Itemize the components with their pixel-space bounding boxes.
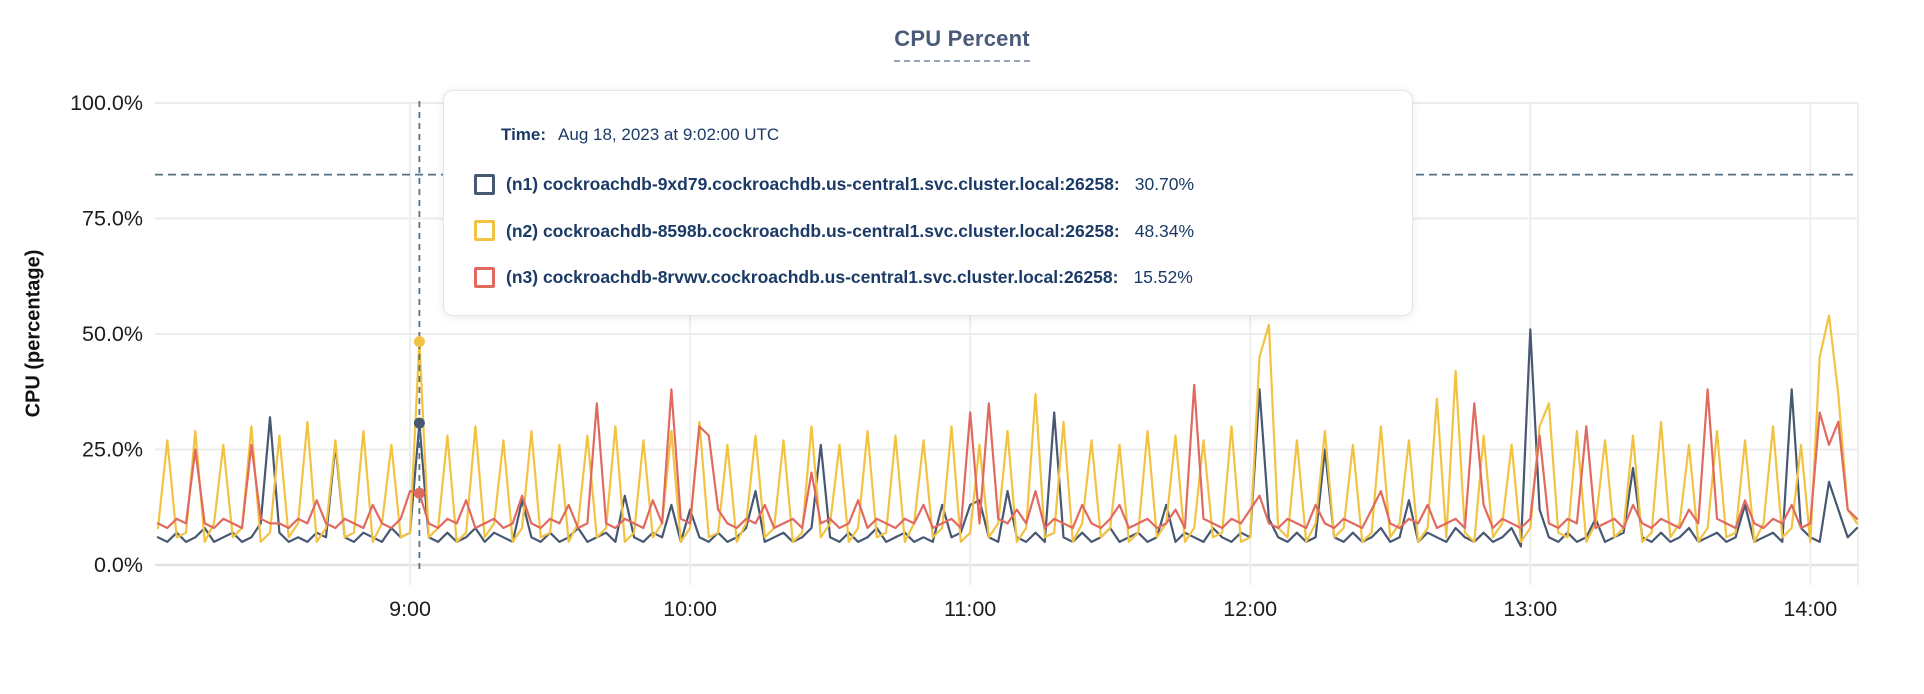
tooltip-series-row-n2: (n2) cockroachdb-8598b.cockroachdb.us-ce… [474,220,1412,242]
tooltip-series-value-n2: 48.34% [1134,220,1195,241]
svg-text:0.0%: 0.0% [94,553,143,577]
tooltip-series-row-n1: (n1) cockroachdb-9xd79.cockroachdb.us-ce… [474,173,1412,195]
legend-swatch-n3-icon [474,266,495,288]
tooltip-series-value-n3: 15.52% [1133,267,1193,287]
tooltip-series-name-n3: (n3) cockroachdb-8rvwv.cockroachdb.us-ce… [506,267,1119,287]
tooltip-time-label: Time: [501,125,547,144]
svg-text:11:00: 11:00 [944,597,996,621]
svg-text:12:00: 12:00 [1223,597,1277,621]
svg-text:100.0%: 100.0% [70,91,143,115]
svg-text:10:00: 10:00 [663,597,717,621]
svg-text:50.0%: 50.0% [82,322,143,346]
legend-swatch-n1-icon [474,173,495,195]
svg-text:25.0%: 25.0% [82,438,143,462]
tooltip-time-value: Aug 18, 2023 at 9:02:00 UTC [558,125,780,144]
chart-title-wrap: CPU Percent [0,26,1924,62]
tooltip-time-row: Time: Aug 18, 2023 at 9:02:00 UTC [501,124,1412,146]
svg-text:9:00: 9:00 [389,597,431,621]
tooltip-series-name-n1: (n1) cockroachdb-9xd79.cockroachdb.us-ce… [506,174,1120,194]
svg-text:75.0%: 75.0% [82,207,143,231]
svg-text:14:00: 14:00 [1783,597,1837,621]
tooltip-series-value-n1: 30.70% [1134,174,1195,194]
svg-text:13:00: 13:00 [1503,597,1557,621]
hover-tooltip: Time: Aug 18, 2023 at 9:02:00 UTC (n1) c… [443,90,1413,316]
tooltip-series-row-n3: (n3) cockroachdb-8rvwv.cockroachdb.us-ce… [474,266,1412,288]
chart-title[interactable]: CPU Percent [894,26,1030,62]
tooltip-series-name-n2: (n2) cockroachdb-8598b.cockroachdb.us-ce… [506,220,1120,241]
legend-swatch-n2-icon [474,220,495,241]
